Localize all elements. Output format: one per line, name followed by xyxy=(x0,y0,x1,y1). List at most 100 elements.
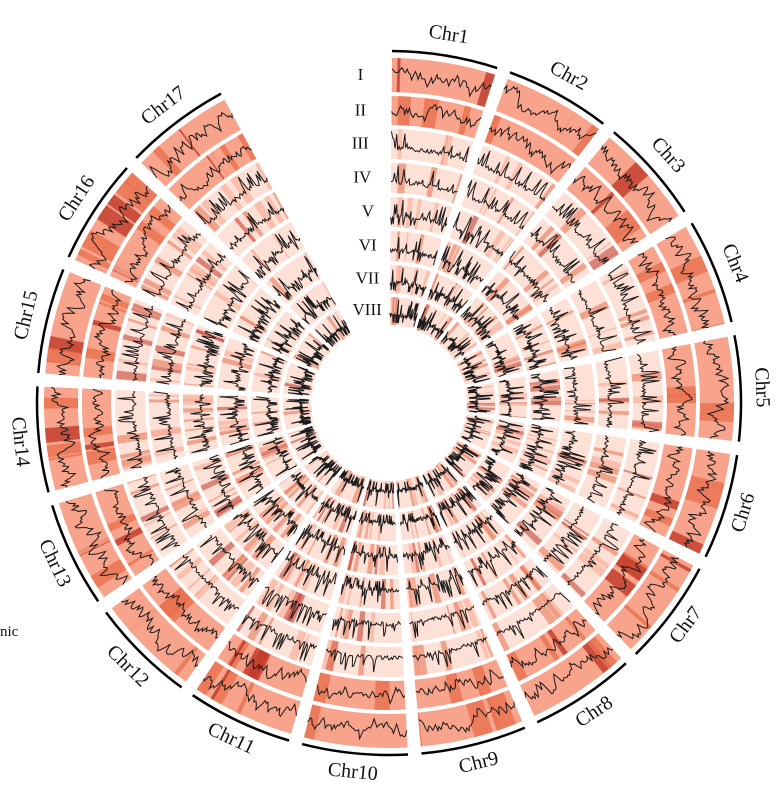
band-highlight xyxy=(251,410,280,414)
band-highlight xyxy=(495,429,523,440)
band-highlight xyxy=(305,451,329,470)
band-highlight xyxy=(210,669,231,700)
band-highlight xyxy=(122,334,153,347)
band-highlight xyxy=(82,397,112,410)
signal-chr7-track-iii xyxy=(567,523,619,586)
band-highlight xyxy=(469,476,493,498)
signal-chr12-track-ii xyxy=(151,576,219,639)
band-highlight xyxy=(213,290,242,311)
signal-chr6-track-v xyxy=(551,430,586,485)
signal-chr10-track-i xyxy=(307,716,408,741)
band-highlight xyxy=(267,693,293,732)
band-highlight xyxy=(475,629,490,660)
band-highlight xyxy=(428,202,439,233)
signal-chr2-track-v xyxy=(452,211,504,257)
band-chr8-track-vi xyxy=(448,508,505,560)
band-highlight xyxy=(326,315,345,341)
band-chr2-track-i xyxy=(495,79,600,157)
band-highlight xyxy=(515,324,544,340)
band-highlight xyxy=(149,394,180,398)
signal-chr9-track-i xyxy=(418,701,515,734)
band-highlight xyxy=(668,530,704,554)
band-highlight xyxy=(325,640,339,672)
band-highlight xyxy=(479,628,494,658)
track-bands xyxy=(43,58,735,749)
band-chr17-track-viii xyxy=(312,309,352,349)
outline-chr3 xyxy=(613,131,686,213)
signal-chr8-track-v xyxy=(467,540,518,587)
signal-chr3-track-v xyxy=(508,250,549,303)
band-highlight xyxy=(547,476,577,493)
band-highlight xyxy=(121,457,153,470)
band-highlight xyxy=(265,583,285,612)
band-highlight xyxy=(579,301,610,320)
signal-chr15-track-v xyxy=(194,330,224,388)
band-highlight xyxy=(272,192,289,220)
band-highlight xyxy=(230,174,255,205)
band-chr14-track-vii xyxy=(250,396,283,439)
signal-chr11-track-iv xyxy=(262,586,328,627)
band-highlight xyxy=(515,211,536,237)
signal-chr16-track-vii xyxy=(271,318,305,354)
band-highlight xyxy=(114,252,147,278)
band-highlight xyxy=(539,590,564,619)
band-highlight xyxy=(445,284,461,310)
band-highlight xyxy=(194,574,220,600)
signal-chr4-track-iv xyxy=(577,289,618,352)
signal-chr11-track-ii xyxy=(228,641,307,683)
band-highlight xyxy=(200,473,230,491)
signal-chr2-track-vi xyxy=(440,245,484,284)
band-highlight xyxy=(639,270,670,290)
band-highlight xyxy=(466,699,493,738)
signal-chr15-track-viii xyxy=(287,366,315,396)
band-highlight xyxy=(430,313,447,338)
band-highlight xyxy=(172,492,202,512)
band-highlight xyxy=(172,645,199,676)
band-highlight xyxy=(537,493,566,514)
track-label-ii: II xyxy=(355,100,367,119)
band-highlight xyxy=(488,659,508,690)
signal-chr12-track-viii xyxy=(308,455,342,486)
signal-chr13-track-i xyxy=(65,500,128,585)
chr-label-chr7: Chr7 xyxy=(665,602,707,647)
band-highlight xyxy=(487,692,516,731)
band-highlight xyxy=(582,547,611,570)
band-highlight xyxy=(242,647,271,681)
band-highlight xyxy=(462,597,480,628)
band-highlight xyxy=(203,102,237,141)
band-chr8-track-iv xyxy=(477,558,551,621)
chr-label-chr11: Chr11 xyxy=(204,718,258,759)
outline-chr16 xyxy=(67,167,128,258)
band-highlight xyxy=(545,666,573,702)
signal-chr13-track-iii xyxy=(132,477,180,551)
band-highlight xyxy=(127,606,165,642)
band-highlight xyxy=(523,269,550,293)
band-highlight xyxy=(254,162,273,191)
band-highlight xyxy=(190,345,221,356)
band-highlight xyxy=(165,478,194,491)
signal-chr1-track-vii xyxy=(389,267,427,296)
band-highlight xyxy=(183,407,214,413)
signal-chr1-track-viii xyxy=(389,299,419,327)
signal-chr13-track-vii xyxy=(262,437,298,477)
band-highlight xyxy=(390,297,394,326)
band-highlight xyxy=(140,505,170,523)
band-highlight xyxy=(151,365,182,374)
band-highlight xyxy=(132,305,161,319)
band-highlight xyxy=(150,429,182,438)
band-highlight xyxy=(410,611,416,642)
signal-chr13-track-iv xyxy=(165,467,208,528)
band-highlight xyxy=(507,478,535,498)
signal-chr6-track-vii xyxy=(491,419,523,456)
band-highlight xyxy=(524,350,554,362)
band-highlight xyxy=(638,197,675,229)
band-highlight xyxy=(421,507,431,535)
band-highlight xyxy=(572,124,600,157)
band-highlight xyxy=(644,283,676,303)
band-highlight xyxy=(196,113,221,146)
band-highlight xyxy=(223,508,252,532)
band-highlight xyxy=(165,313,195,327)
band-highlight xyxy=(554,111,581,145)
band-highlight xyxy=(426,166,438,198)
band-highlight xyxy=(206,155,225,180)
